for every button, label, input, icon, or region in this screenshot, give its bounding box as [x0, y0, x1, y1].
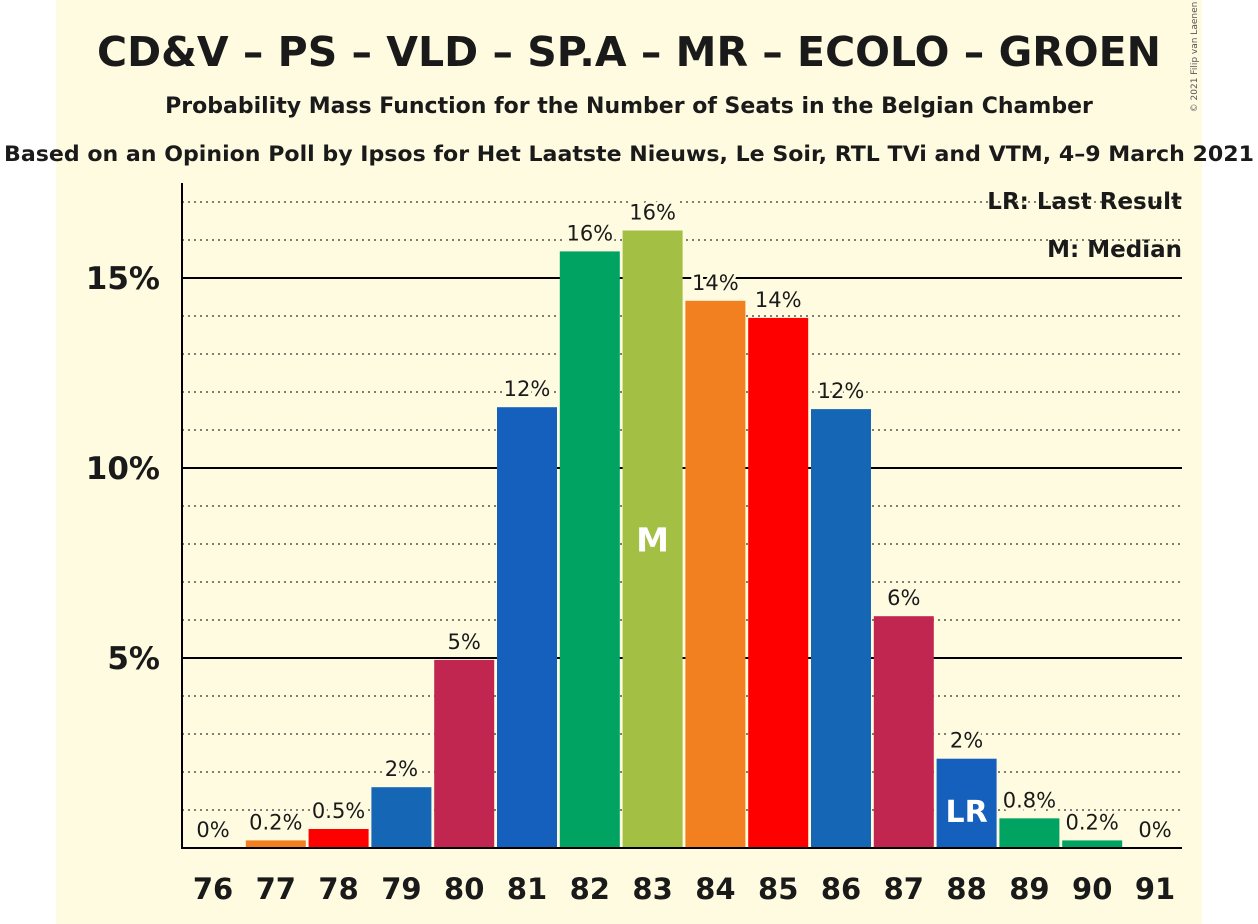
y-tick-label: 15%	[86, 261, 160, 297]
bar-value-label: 0.5%	[312, 799, 365, 823]
x-tick-label: 80	[444, 872, 484, 906]
x-tick-label: 79	[381, 872, 421, 906]
y-tick-label: 5%	[107, 641, 160, 677]
x-tick-label: 85	[758, 872, 798, 906]
bar-81	[497, 407, 557, 848]
bar-79	[371, 787, 432, 848]
bar-value-label: 6%	[887, 586, 920, 610]
x-tick-label: 91	[1135, 872, 1175, 906]
bar-value-label: 5%	[448, 630, 481, 654]
copyright-note: © 2021 Filip van Laenen	[1190, 2, 1200, 113]
bar-value-label: 12%	[818, 379, 865, 403]
bar-80	[434, 659, 495, 848]
bar-value-label: 16%	[629, 201, 676, 225]
bars	[245, 230, 1123, 848]
x-tick-label: 77	[256, 872, 296, 906]
x-tick-label: 78	[318, 872, 358, 906]
bar-value-label: 2%	[950, 729, 983, 753]
chart-subtitle: Probability Mass Function for the Number…	[165, 94, 1093, 119]
bar-value-label: 12%	[504, 377, 551, 401]
x-tick-label: 90	[1072, 872, 1112, 906]
bar-value-label: 16%	[566, 221, 613, 245]
x-tick-label: 76	[193, 872, 233, 906]
last-result-marker: LR	[945, 795, 987, 830]
x-tick-label: 87	[884, 872, 924, 906]
bar-85	[748, 317, 809, 848]
bar-value-label: 0%	[196, 818, 229, 842]
x-tick-label: 88	[946, 872, 986, 906]
bar-value-label: 2%	[385, 757, 418, 781]
bar-markers: M LR	[636, 521, 988, 830]
x-tick-label: 83	[632, 872, 672, 906]
median-marker: M	[636, 521, 669, 560]
y-tick-label: 10%	[86, 451, 160, 487]
bar-value-label: 14%	[692, 271, 739, 295]
bar-88	[936, 758, 997, 848]
bar-83	[622, 230, 683, 848]
bar-value-label: 0.8%	[1003, 788, 1056, 812]
bar-87	[873, 616, 934, 848]
x-tick-label: 84	[695, 872, 735, 906]
x-axis-ticks: 76 77 78 79 80 81 82 83 84 85 86 87 88 89 90 91	[193, 872, 1175, 906]
legend-last-result: LR: Last Result	[987, 189, 1182, 215]
chart-subtitle-2: Based on an Opinion Poll by Ipsos for He…	[4, 142, 1254, 166]
bar-86	[811, 409, 871, 848]
y-axis-ticks: 5% 10% 15%	[86, 261, 160, 677]
bar-labels: 0% 0.2% 0.5% 2% 5% 12% 16% 16% 14% 14% 12% 6% 2% 0.8%…	[193, 198, 1174, 846]
bar-89	[999, 818, 1060, 848]
bar-value-label: 0%	[1138, 818, 1171, 842]
bar-value-label: 14%	[755, 288, 802, 312]
x-tick-label: 81	[507, 872, 547, 906]
x-tick-label: 89	[1009, 872, 1049, 906]
bar-84	[685, 300, 746, 848]
bar-value-label: 0.2%	[249, 810, 302, 834]
chart-title: CD&V – PS – VLD – SP.A – MR – ECOLO – GR…	[97, 28, 1161, 76]
bar-value-label: 0.2%	[1066, 810, 1119, 834]
bar-82	[559, 251, 620, 848]
bar-77	[245, 840, 306, 848]
x-tick-label: 82	[570, 872, 610, 906]
x-tick-label: 86	[821, 872, 861, 906]
bar-90	[1062, 840, 1123, 848]
legend-median: M: Median	[1047, 237, 1182, 263]
bar-78	[308, 829, 369, 848]
